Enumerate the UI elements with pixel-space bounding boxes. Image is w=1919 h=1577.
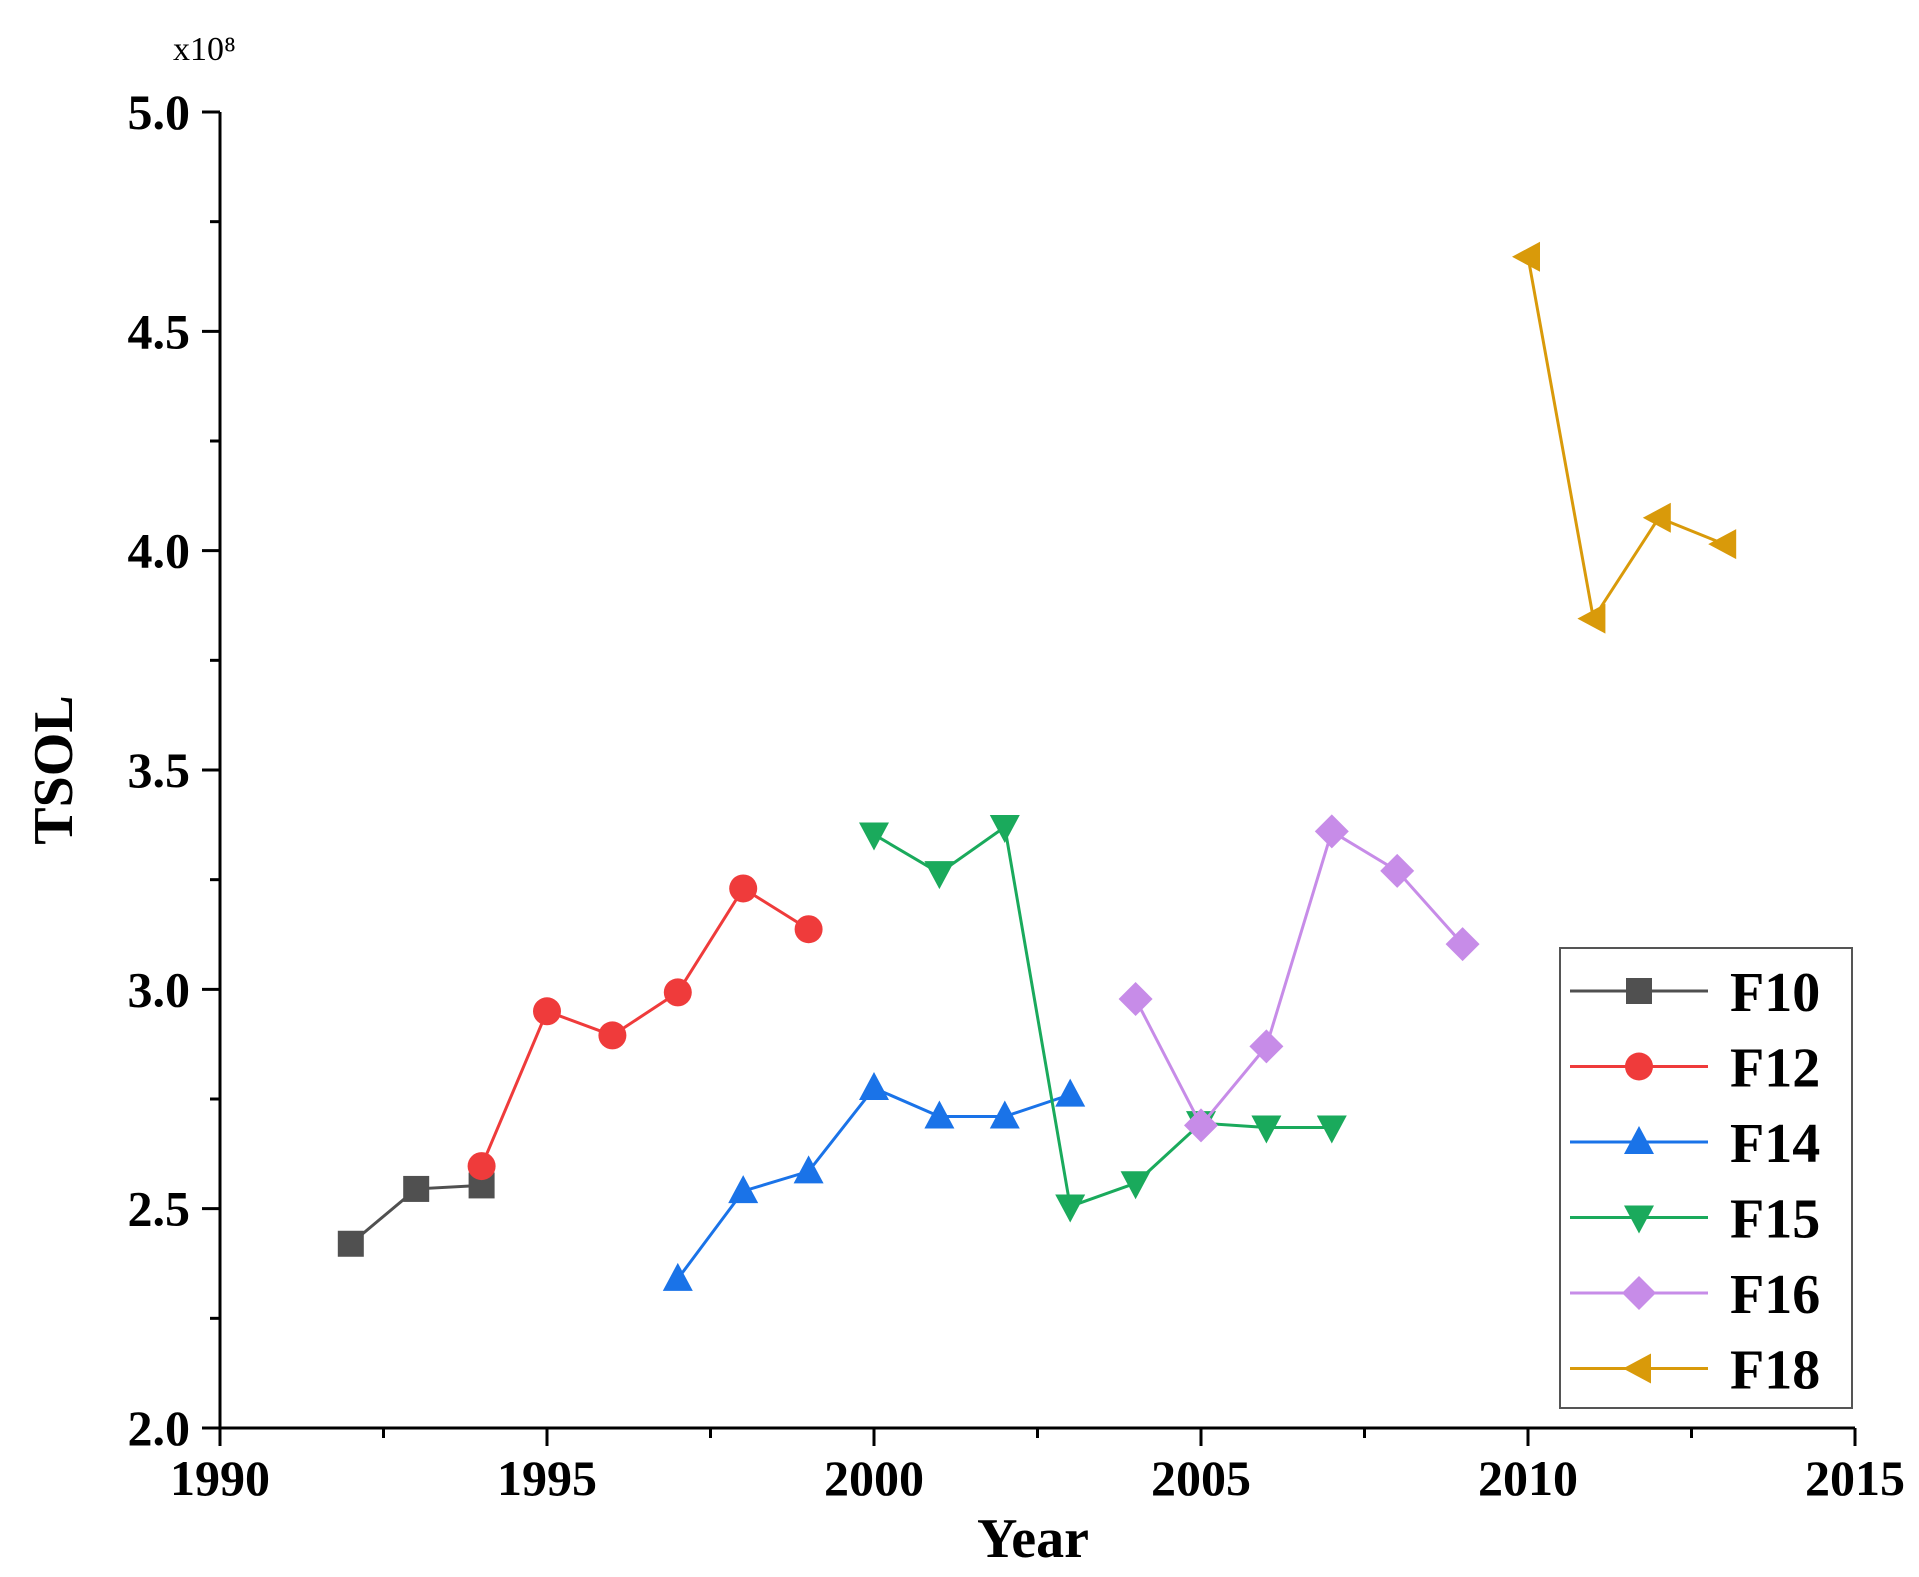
series-f15	[859, 815, 1347, 1223]
data-point-f15	[989, 815, 1020, 844]
data-point-f12	[533, 997, 561, 1026]
x-tick-label: 1990	[170, 1450, 270, 1506]
legend-marker-f16	[1622, 1276, 1656, 1310]
legend-label-f16: F16	[1730, 1264, 1820, 1326]
series-line-f18	[1526, 256, 1725, 623]
data-point-f12	[729, 874, 758, 903]
legend-label-f15: F15	[1730, 1189, 1820, 1251]
series-f10	[337, 1172, 495, 1257]
legend-item-f16: F16	[1570, 1264, 1820, 1326]
data-point-f15	[1251, 1115, 1282, 1144]
x-tick-label: 2005	[1151, 1450, 1251, 1506]
data-point-f16	[1118, 981, 1153, 1016]
series-f12	[467, 874, 823, 1181]
data-point-f15	[1120, 1171, 1151, 1200]
data-point-f14	[662, 1262, 693, 1291]
x-axis-title: Year	[977, 1508, 1089, 1570]
y-tick-label: 4.5	[128, 303, 191, 359]
legend-box	[1559, 947, 1853, 1409]
y-tick-label: 4.0	[128, 523, 191, 579]
data-point-f16	[1314, 814, 1349, 849]
y-axis-title: TSOL	[23, 695, 85, 844]
y-tick-label: 2.0	[128, 1400, 191, 1456]
data-point-f14	[859, 1072, 889, 1101]
legend-item-f18: F18	[1570, 1340, 1820, 1402]
legend-label-f18: F18	[1730, 1340, 1820, 1402]
legend-label-f14: F14	[1730, 1113, 1820, 1175]
data-point-f18	[1708, 529, 1737, 560]
legend-marker-f10	[1626, 978, 1652, 1004]
y-tick-label: 5.0	[128, 84, 191, 140]
legend-marker-f18	[1623, 1353, 1651, 1384]
x-tick-label: 2000	[824, 1450, 924, 1506]
data-point-f15	[1316, 1115, 1347, 1144]
legend-marker-f15	[1624, 1205, 1654, 1234]
data-point-f10	[337, 1230, 364, 1257]
data-point-f15	[1055, 1194, 1086, 1223]
data-point-f12	[467, 1152, 496, 1181]
data-point-f14	[728, 1175, 759, 1204]
data-point-f16	[1249, 1029, 1284, 1064]
data-point-f14	[924, 1100, 955, 1129]
data-point-f12	[794, 915, 823, 944]
series-f18	[1512, 241, 1737, 634]
legend-item-f10: F10	[1570, 962, 1820, 1024]
legend-marker-f14	[1624, 1126, 1654, 1154]
y-tick-label: 2.5	[128, 1181, 191, 1237]
x-tick-label: 1995	[497, 1450, 597, 1506]
data-point-f15	[924, 861, 955, 890]
series-line-f12	[480, 886, 810, 1167]
data-point-f14	[1055, 1078, 1086, 1107]
y-axis-multiplier: x10⁸	[173, 31, 236, 68]
data-point-f16	[1445, 927, 1480, 962]
data-point-f12	[598, 1021, 627, 1050]
legend: F10 F12 F14 F15 F16 F18	[1559, 947, 1853, 1409]
data-point-f12	[663, 978, 692, 1007]
legend-marker-f12	[1625, 1052, 1653, 1081]
legend-item-f14: F14	[1570, 1113, 1820, 1175]
legend-item-f15: F15	[1570, 1189, 1820, 1251]
x-tick-label: 2010	[1478, 1450, 1578, 1506]
y-tick-label: 3.0	[128, 961, 191, 1017]
data-point-f16	[1184, 1108, 1218, 1143]
data-point-f18	[1577, 603, 1606, 634]
legend-label-f12: F12	[1730, 1038, 1820, 1100]
data-point-f14	[989, 1100, 1020, 1129]
data-point-f18	[1512, 241, 1540, 272]
series-layer	[337, 241, 1737, 1291]
data-point-f16	[1380, 853, 1415, 888]
y-tick-label: 3.5	[128, 742, 191, 798]
data-point-f15	[859, 822, 889, 851]
series-line-f16	[1134, 829, 1464, 1129]
axes: 1990 1995 2000 2005 2010 2015 2.0 2.5 3.0 3.5 4.0 4…	[128, 84, 1906, 1506]
series-f14	[662, 1072, 1086, 1291]
x-tick-label: 2015	[1805, 1450, 1905, 1506]
data-point-f18	[1642, 502, 1671, 533]
legend-item-f12: F12	[1570, 1038, 1820, 1100]
series-f16	[1118, 814, 1480, 1143]
legend-label-f10: F10	[1730, 962, 1820, 1024]
data-point-f10	[403, 1175, 430, 1202]
data-point-f14	[793, 1155, 824, 1184]
series-line-f15	[873, 824, 1332, 1209]
